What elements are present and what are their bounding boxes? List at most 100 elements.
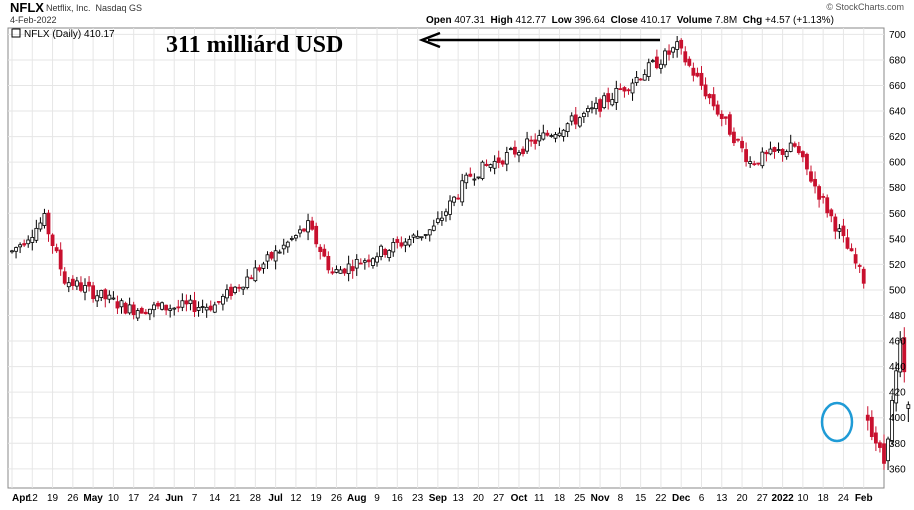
- candle-body-down: [115, 301, 120, 309]
- candle-body-up: [111, 297, 116, 300]
- candle-body-down: [691, 67, 696, 76]
- candle-body-up: [630, 82, 635, 94]
- candle-body-up: [894, 370, 899, 404]
- candle-body-down: [395, 239, 400, 243]
- candle-body-down: [54, 247, 59, 252]
- candle-body-down: [156, 302, 160, 307]
- candle-body-down: [176, 306, 181, 309]
- candle-body-up: [83, 285, 87, 293]
- candle-body-up: [541, 132, 546, 140]
- candle-body-up: [646, 62, 651, 77]
- candle-body-down: [123, 302, 128, 314]
- candle-body-down: [91, 285, 96, 300]
- y-tick-label: 380: [889, 439, 906, 450]
- chart-header: NFLX Netflix, Inc. Nasdaq GS 4-Feb-2022 …: [0, 0, 914, 34]
- candle-body-down: [184, 300, 189, 305]
- candle-body-down: [792, 143, 797, 147]
- x-tick-label: 22: [655, 493, 667, 504]
- candle-body-up: [261, 263, 266, 269]
- legend-text: NFLX (Daily) 410.17: [24, 29, 115, 40]
- chart-date: 4-Feb-2022: [10, 15, 57, 25]
- candle-body-down: [314, 225, 319, 245]
- candle-body-up: [614, 87, 619, 103]
- candle-body-up: [172, 307, 177, 310]
- candle-body-down: [533, 139, 538, 144]
- y-tick-label: 460: [889, 337, 906, 348]
- x-tick-label: 6: [699, 493, 705, 504]
- candle-body-up: [354, 258, 359, 269]
- stockcharts-credit: © StockCharts.com: [826, 2, 904, 12]
- candle-body-up: [460, 180, 465, 203]
- candle-body-up: [14, 247, 18, 252]
- x-tick-label: 28: [250, 493, 262, 504]
- candle-body-up: [508, 148, 513, 151]
- candle-body-up: [561, 129, 566, 137]
- candle-body-down: [869, 416, 874, 438]
- candle-body-down: [456, 197, 461, 200]
- candle-body-up: [898, 339, 903, 373]
- x-tick-label: Aug: [347, 493, 366, 504]
- y-tick-label: 400: [889, 413, 906, 424]
- candle-body-down: [208, 305, 213, 311]
- candle-body-up: [107, 294, 112, 300]
- candle-body-down: [326, 255, 331, 271]
- x-tick-label: Sep: [429, 493, 447, 504]
- company-name: Netflix, Inc. Nasdaq GS: [46, 3, 143, 13]
- candle-body-down: [626, 89, 631, 92]
- candle-body-up: [419, 236, 424, 239]
- x-tick-label: Jul: [268, 493, 283, 504]
- candle-body-up: [476, 176, 481, 179]
- x-tick-label: Feb: [855, 493, 873, 504]
- candle-body-up: [225, 289, 229, 299]
- candle-body-down: [545, 132, 550, 136]
- candle-body-down: [131, 304, 136, 316]
- candle-body-down: [237, 286, 242, 289]
- candle-body-up: [423, 234, 428, 236]
- x-tick-label: 11: [534, 493, 545, 504]
- candle-body-up: [277, 251, 282, 254]
- candle-body-up: [18, 244, 23, 248]
- candle-body-up: [671, 47, 675, 53]
- candle-body-up: [590, 107, 594, 110]
- candle-body-up: [10, 250, 14, 253]
- candle-body-down: [873, 432, 878, 444]
- candle-body-up: [168, 308, 173, 311]
- candle-body-up: [147, 308, 152, 315]
- candle-body-up: [537, 135, 542, 142]
- candle-body-down: [622, 87, 627, 92]
- candle-body-down: [813, 178, 817, 187]
- candle-body-down: [269, 252, 274, 259]
- x-tick-label: 18: [818, 493, 830, 504]
- x-tick-label: 12: [27, 493, 39, 504]
- candle-body-up: [488, 164, 493, 168]
- y-tick-label: 420: [889, 388, 906, 399]
- candle-body-up: [659, 63, 663, 69]
- candle-body-up: [160, 302, 164, 310]
- candle-body-up: [890, 400, 895, 442]
- x-tick-label: 16: [392, 493, 404, 504]
- candle-body-down: [318, 246, 323, 252]
- candle-body-down: [732, 131, 736, 144]
- candle-body-down: [70, 278, 75, 287]
- x-tick-label: 19: [311, 493, 323, 504]
- candle-body-up: [212, 304, 217, 313]
- candle-body-down: [257, 267, 262, 271]
- candle-body-down: [849, 248, 854, 252]
- x-tick-label: 21: [230, 493, 242, 504]
- y-tick-label: 680: [889, 55, 906, 66]
- candle-body-up: [444, 211, 448, 216]
- candle-body-down: [902, 337, 907, 373]
- candle-body-down: [845, 237, 850, 249]
- x-tick-label: Oct: [511, 493, 528, 504]
- candle-body-up: [760, 151, 765, 167]
- candle-body-down: [841, 225, 846, 237]
- candle-body-down: [805, 153, 809, 170]
- y-tick-label: 620: [889, 132, 906, 143]
- candle-body-down: [764, 151, 769, 155]
- candle-body-up: [472, 178, 477, 181]
- candle-body-up: [435, 218, 440, 223]
- x-tick-label: 10: [108, 493, 120, 504]
- candle-body-up: [135, 310, 140, 319]
- candle-body-down: [350, 266, 355, 272]
